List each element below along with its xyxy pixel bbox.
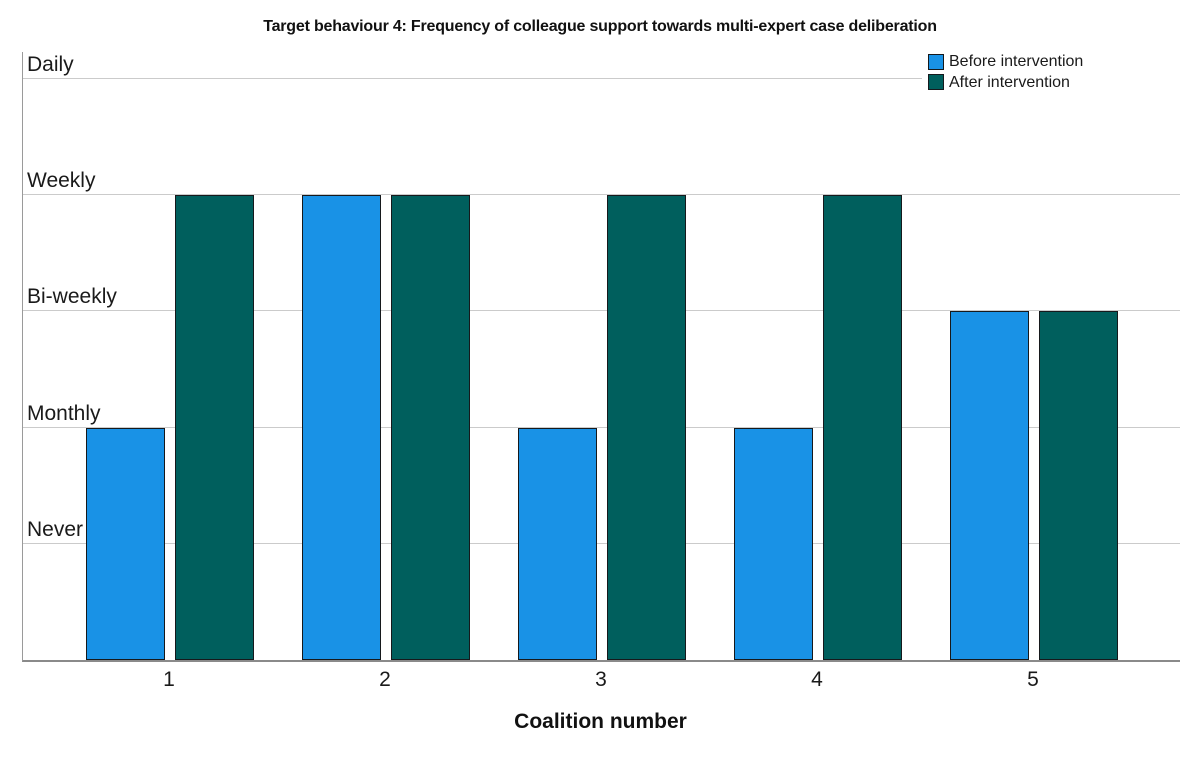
legend-label: After intervention — [949, 73, 1070, 91]
bar-before-intervention-coalition-1 — [86, 427, 165, 660]
chart-title: Target behaviour 4: Frequency of colleag… — [263, 18, 937, 35]
y-tick-label: Never — [27, 517, 84, 541]
x-tick-label-4: 4 — [811, 668, 823, 691]
gridline-monthly — [23, 426, 1180, 428]
legend-label: Before intervention — [949, 53, 1084, 70]
x-tick-label-3: 3 — [595, 668, 607, 691]
plot-area: Never Monthly Bi-weekly Weekly Daily — [22, 52, 1180, 662]
x-axis-title: Coalition number — [514, 710, 687, 733]
y-tick-label: Weekly — [27, 169, 96, 192]
legend-item: After intervention — [928, 74, 1185, 92]
bar-before-intervention-coalition-2 — [302, 195, 381, 660]
bar-after-intervention-coalition-1 — [175, 195, 254, 660]
bar-after-intervention-coalition-2 — [391, 195, 470, 660]
y-tick-label: Monthly — [27, 401, 101, 425]
gridline-weekly — [23, 194, 1180, 195]
gridline-daily — [23, 77, 1180, 79]
bar-before-intervention-coalition-5 — [950, 311, 1029, 660]
bar-after-intervention-coalition-5 — [1039, 311, 1118, 660]
bar-after-intervention-coalition-4 — [823, 195, 902, 660]
legend-item: Before intervention — [928, 53, 1185, 71]
x-tick-label-5: 5 — [1027, 668, 1039, 691]
x-tick-label-2: 2 — [379, 668, 391, 691]
bar-before-intervention-coalition-3 — [518, 427, 597, 660]
y-tick-label: Bi-weekly — [27, 285, 117, 309]
gridline-never — [23, 542, 1180, 544]
legend-swatch-icon — [928, 53, 944, 70]
y-tick-label: Daily — [27, 52, 74, 76]
bar-after-intervention-coalition-3 — [607, 195, 686, 660]
x-tick-label-1: 1 — [163, 668, 175, 691]
legend-swatch-icon — [928, 74, 944, 91]
legend: Before intervention After intervention — [922, 51, 1185, 96]
gridline-bi-weekly — [23, 310, 1180, 312]
bar-before-intervention-coalition-4 — [734, 427, 813, 660]
